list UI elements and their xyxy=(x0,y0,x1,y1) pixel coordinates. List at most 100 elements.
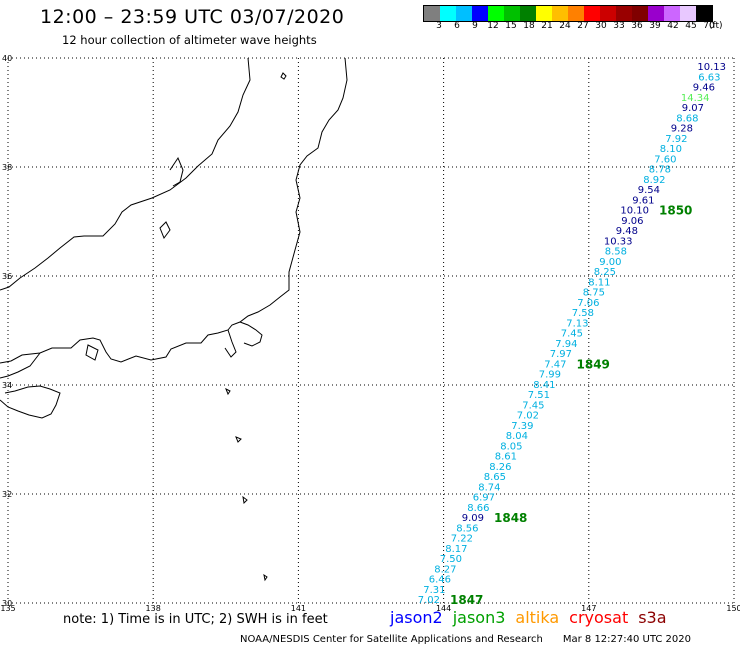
swh-value: 8.11 xyxy=(588,277,610,288)
swh-value: 6.46 xyxy=(429,575,451,586)
sado-island xyxy=(280,72,287,80)
scale-swatch xyxy=(568,6,584,21)
scale-label: 24 xyxy=(559,21,571,31)
swh-value: 7.47 xyxy=(544,359,566,370)
credit-footer: NOAA/NESDIS Center for Satellite Applica… xyxy=(240,634,691,645)
izu-oshima xyxy=(225,387,231,396)
legend-s3a: s3a xyxy=(638,608,667,627)
scale-swatch xyxy=(536,6,552,21)
lat-tick-label: 32 xyxy=(2,490,12,499)
satellite-legend: jason2 jason3 altika cryosat s3a xyxy=(390,608,677,627)
coastline xyxy=(0,57,348,582)
scale-swatch xyxy=(488,6,504,21)
swh-value: 8.68 xyxy=(676,113,698,124)
scale-label: 12 xyxy=(487,21,499,31)
legend-cryosat: cryosat xyxy=(569,608,629,627)
swh-value: 7.06 xyxy=(577,298,599,309)
shikoku-coastline xyxy=(0,385,61,419)
swh-value: 9.09 xyxy=(462,513,484,524)
swh-value: 7.02 xyxy=(418,595,440,606)
scale-swatch xyxy=(696,6,712,21)
swh-value: 7.60 xyxy=(654,154,676,165)
swh-value: 8.65 xyxy=(484,472,506,483)
swh-value: 9.46 xyxy=(693,83,715,94)
lon-tick-label: 147 xyxy=(581,604,596,613)
swh-value: 8.41 xyxy=(533,380,555,391)
scale-swatch xyxy=(504,6,520,21)
lon-tick-label: 135 xyxy=(0,604,15,613)
swh-value: 7.99 xyxy=(539,370,561,381)
scale-swatch xyxy=(520,6,536,21)
swh-value: 7.50 xyxy=(440,554,462,565)
scale-label: 39 xyxy=(649,21,661,31)
map-title: 12:00 – 23:59 UTC 03/07/2020 xyxy=(40,6,345,28)
jason3-track: 10.136.639.4614.349.078.689.287.928.107.… xyxy=(418,62,726,607)
kii-peninsula xyxy=(0,352,41,379)
swh-value: 7.45 xyxy=(561,329,583,340)
lon-tick-label: 138 xyxy=(146,604,161,613)
pass-time-label: 1850 xyxy=(659,204,692,218)
lon-tick-label: 144 xyxy=(436,604,451,613)
scale-label: 42 xyxy=(667,21,679,31)
aogashima-island xyxy=(263,573,268,582)
lat-tick-label: 30 xyxy=(2,599,12,608)
swh-value: 8.66 xyxy=(467,503,489,514)
swh-value: 6.63 xyxy=(698,72,720,83)
scale-label: 15 xyxy=(505,21,517,31)
swh-value: 8.27 xyxy=(434,564,456,575)
generation-timestamp: Mar 8 12:27:40 UTC 2020 xyxy=(562,634,691,645)
scale-swatch xyxy=(632,6,648,21)
scale-swatch xyxy=(456,6,472,21)
scale-label: 21 xyxy=(541,21,553,31)
swh-value: 7.02 xyxy=(517,411,539,422)
scale-swatch xyxy=(680,6,696,21)
lake-biwa xyxy=(159,221,171,240)
legend-jason3: jason3 xyxy=(452,608,506,627)
swh-value: 8.74 xyxy=(478,482,500,493)
swh-value: 6.97 xyxy=(473,493,495,504)
swh-value: 8.58 xyxy=(605,247,627,258)
hachijo-island xyxy=(242,495,248,505)
pass-time-label: 1847 xyxy=(450,593,483,607)
agency-credit: NOAA/NESDIS Center for Satellite Applica… xyxy=(240,634,543,645)
scale-swatch xyxy=(664,6,680,21)
lon-tick-label: 150 xyxy=(726,604,740,613)
scale-swatch xyxy=(616,6,632,21)
lat-tick-label: 36 xyxy=(2,272,12,281)
miyake-island xyxy=(235,436,242,443)
swh-value: 7.51 xyxy=(528,390,550,401)
swh-value: 8.61 xyxy=(495,452,517,463)
scale-swatch xyxy=(552,6,568,21)
swh-value: 8.26 xyxy=(489,462,511,473)
scale-swatch xyxy=(440,6,456,21)
swh-value: 14.34 xyxy=(681,93,710,104)
scale-unit: (ft) xyxy=(709,21,723,31)
scale-swatch xyxy=(648,6,664,21)
swh-value: 8.92 xyxy=(643,175,665,186)
swh-value: 7.22 xyxy=(451,534,473,545)
scale-label: 18 xyxy=(523,21,535,31)
lon-tick-label: 141 xyxy=(291,604,306,613)
scale-label: 36 xyxy=(631,21,643,31)
sea-of-japan-coastline xyxy=(0,57,251,291)
swh-value: 7.45 xyxy=(522,400,544,411)
swh-value: 7.13 xyxy=(566,318,588,329)
legend-jason2: jason2 xyxy=(390,608,443,627)
swh-value: 8.10 xyxy=(660,144,682,155)
color-scale-bar xyxy=(423,5,713,22)
color-scale-labels: 3 6 9 12 15 18 21 24 27 30 33 36 39 42 45 70 (ft) xyxy=(423,21,740,35)
scale-swatch xyxy=(584,6,600,21)
scale-label: 30 xyxy=(595,21,607,31)
scale-label: 6 xyxy=(454,21,460,31)
swh-value: 8.78 xyxy=(649,165,671,176)
scale-label: 27 xyxy=(577,21,589,31)
izu-peninsula xyxy=(224,329,237,358)
scale-label: 33 xyxy=(613,21,625,31)
legend-altika: altika xyxy=(515,608,560,627)
map-subtitle: 12 hour collection of altimeter wave hei… xyxy=(62,33,317,47)
scale-label: 45 xyxy=(685,21,697,31)
swh-value: 8.04 xyxy=(506,431,528,442)
swh-value: 9.06 xyxy=(621,216,643,227)
